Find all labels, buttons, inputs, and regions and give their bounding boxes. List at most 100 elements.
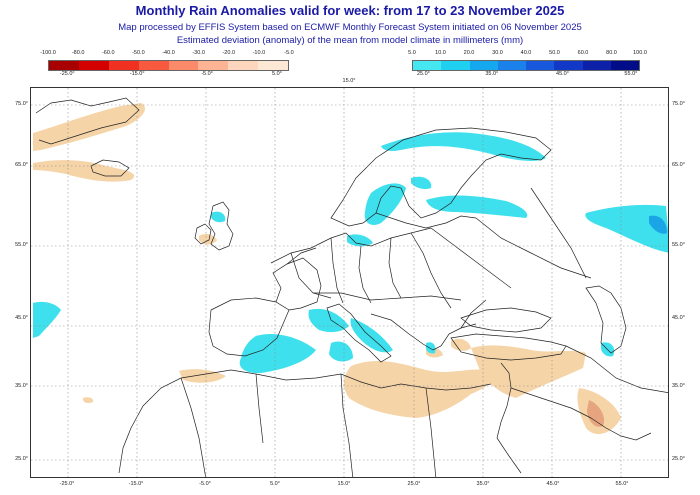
dry-area-north-africa: [343, 361, 495, 418]
coast-west-africa: [118, 377, 182, 474]
legend-color-swatch: [554, 61, 583, 70]
legend-longitude-label: 25.0°: [416, 71, 430, 77]
dry-strong-area-iran: [587, 400, 605, 427]
legend-value-label: 50.0: [549, 50, 560, 56]
longitude-label-bottom: 35.0°: [476, 481, 490, 487]
coast-red-sea: [496, 437, 522, 474]
wet-anomaly-areas: [33, 132, 668, 374]
longitude-label-bottom: -5.0°: [199, 481, 211, 487]
dry-area-greenland: [33, 103, 146, 151]
latitude-label-left: 35.0°: [15, 383, 28, 389]
latitude-label-right: 75.0°: [672, 101, 685, 107]
wet-area-adriatic: [350, 318, 393, 353]
legend-color-swatch: [610, 61, 639, 70]
legend-value-label: -60.0: [101, 50, 115, 56]
legend-negative-values: -100.0 -80.0 -60.0 -50.0 -40.0 -30.0 -20.0 -10.…: [40, 50, 294, 60]
dry-area-west-africa: [83, 397, 94, 404]
legend-value-label: -10.0: [252, 50, 266, 56]
border-16: [286, 247, 317, 265]
coast-baltic: [375, 212, 477, 229]
legend-longitude-label: 5.0°: [272, 71, 282, 77]
legend-value-label: 5.0: [408, 50, 416, 56]
legend-color-swatch: [108, 61, 139, 70]
latitude-label-left: 65.0°: [15, 162, 28, 168]
map-canvas[interactable]: [30, 87, 669, 478]
border-14: [510, 387, 592, 419]
coast-continent-north: [270, 227, 432, 264]
border-3: [358, 245, 372, 304]
legend-value-label: -20.0: [222, 50, 236, 56]
wet-area-scotland: [211, 211, 226, 223]
legend-color-swatch: [469, 61, 498, 70]
legend-longitude-label: 35.0°: [485, 71, 499, 77]
legend-longitude-label: 45.0°: [556, 71, 569, 77]
longitude-label-bottom: 25.0°: [407, 481, 421, 487]
latitude-label-right: 65.0°: [672, 162, 685, 168]
legend-negative-longitudes: -25.0° -15.0° -5.0° 5.0°: [48, 71, 289, 81]
border-1: [290, 252, 332, 299]
legend-value-label: -40.0: [162, 50, 175, 56]
border-4: [388, 237, 402, 299]
wet-area-greece: [425, 342, 436, 354]
border-8: [475, 217, 592, 279]
legend-value-label: 10.0: [435, 50, 446, 56]
europe-anomaly-map: [31, 88, 668, 477]
legend-color-swatch: [582, 61, 611, 70]
coast-italy: [326, 303, 392, 363]
legend-color-swatch: [198, 61, 229, 70]
legend-color-swatch: [228, 61, 259, 70]
legend-color-swatch: [49, 61, 79, 70]
legend-positive-longitudes: 25.0° 35.0° 45.0° 55.0°: [412, 71, 640, 81]
legend-positive: 5.0 10.0 20.0 30.0 40.0 50.0 60.0 80.0 100.0 25.…: [408, 50, 647, 84]
coast-turkey: [450, 333, 567, 361]
latitude-label-left: 25.0°: [15, 456, 28, 462]
border-15: [180, 377, 207, 477]
wet-area-atlantic-west: [33, 301, 61, 338]
latitude-label-right: 55.0°: [672, 242, 685, 248]
legend-positive-colorbar: [412, 60, 640, 71]
longitude-label-bottom: 5.0°: [270, 481, 280, 487]
coastlines-borders: [35, 97, 668, 477]
coast-france: [272, 257, 322, 311]
border-9: [530, 187, 587, 279]
legend-longitude-label: 55.0°: [624, 71, 638, 77]
wet-area-scandinavia: [364, 183, 406, 225]
legend-longitude-label: -15.0°: [129, 71, 145, 77]
dry-area-atlantic: [33, 160, 135, 182]
coast-iberia: [208, 297, 290, 357]
latitude-label-left: 55.0°: [15, 242, 28, 248]
border-10: [340, 373, 354, 477]
wet-area-norway-coast: [381, 132, 546, 161]
coast-iceland: [90, 159, 130, 177]
longitude-label-bottom: -25.0°: [59, 481, 75, 487]
latitude-label-right: 25.0°: [672, 456, 685, 462]
border-6: [430, 227, 512, 289]
wet-area-italy-west: [308, 308, 349, 333]
longitude-label-bottom: 55.0°: [615, 481, 629, 487]
wet-strong-anomaly-areas: [649, 215, 667, 234]
legend-color-swatch: [138, 61, 169, 70]
dry-area-ireland: [199, 233, 217, 245]
legend-value-label: 60.0: [577, 50, 589, 56]
legend-negative: -100.0 -80.0 -60.0 -50.0 -40.0 -30.0 -20.0 -10.…: [40, 50, 294, 84]
legend-value-label: -5.0: [284, 50, 294, 56]
legend-value-label: 20.0: [463, 50, 475, 56]
legend-color-swatch: [413, 61, 442, 70]
legend-value-label: 80.0: [606, 50, 617, 56]
border-11: [255, 373, 264, 444]
coast-greenland: [35, 97, 140, 145]
legend-longitude-label: -25.0°: [59, 71, 75, 77]
legend-value-label: 30.0: [492, 50, 503, 56]
legend-positive-values: 5.0 10.0 20.0 30.0 40.0 50.0 60.0 80.0 100.0: [408, 50, 647, 60]
map-title: Monthly Rain Anomalies valid for week: f…: [135, 3, 565, 18]
longitude-label-bottom: 15.0°: [337, 481, 351, 487]
legend-value-label: -50.0: [132, 50, 145, 56]
map-subtitle-units: Estimated deviation (anomaly) of the mea…: [176, 35, 524, 46]
dry-area-morocco: [179, 369, 226, 383]
legend-color-swatch: [78, 61, 109, 70]
legend-value-label: -100.0: [40, 50, 56, 56]
wet-area-russia: [585, 204, 668, 253]
latitude-label-left: 75.0°: [15, 101, 28, 107]
wet-strong-area-russia: [649, 215, 667, 234]
border-13: [565, 345, 668, 394]
